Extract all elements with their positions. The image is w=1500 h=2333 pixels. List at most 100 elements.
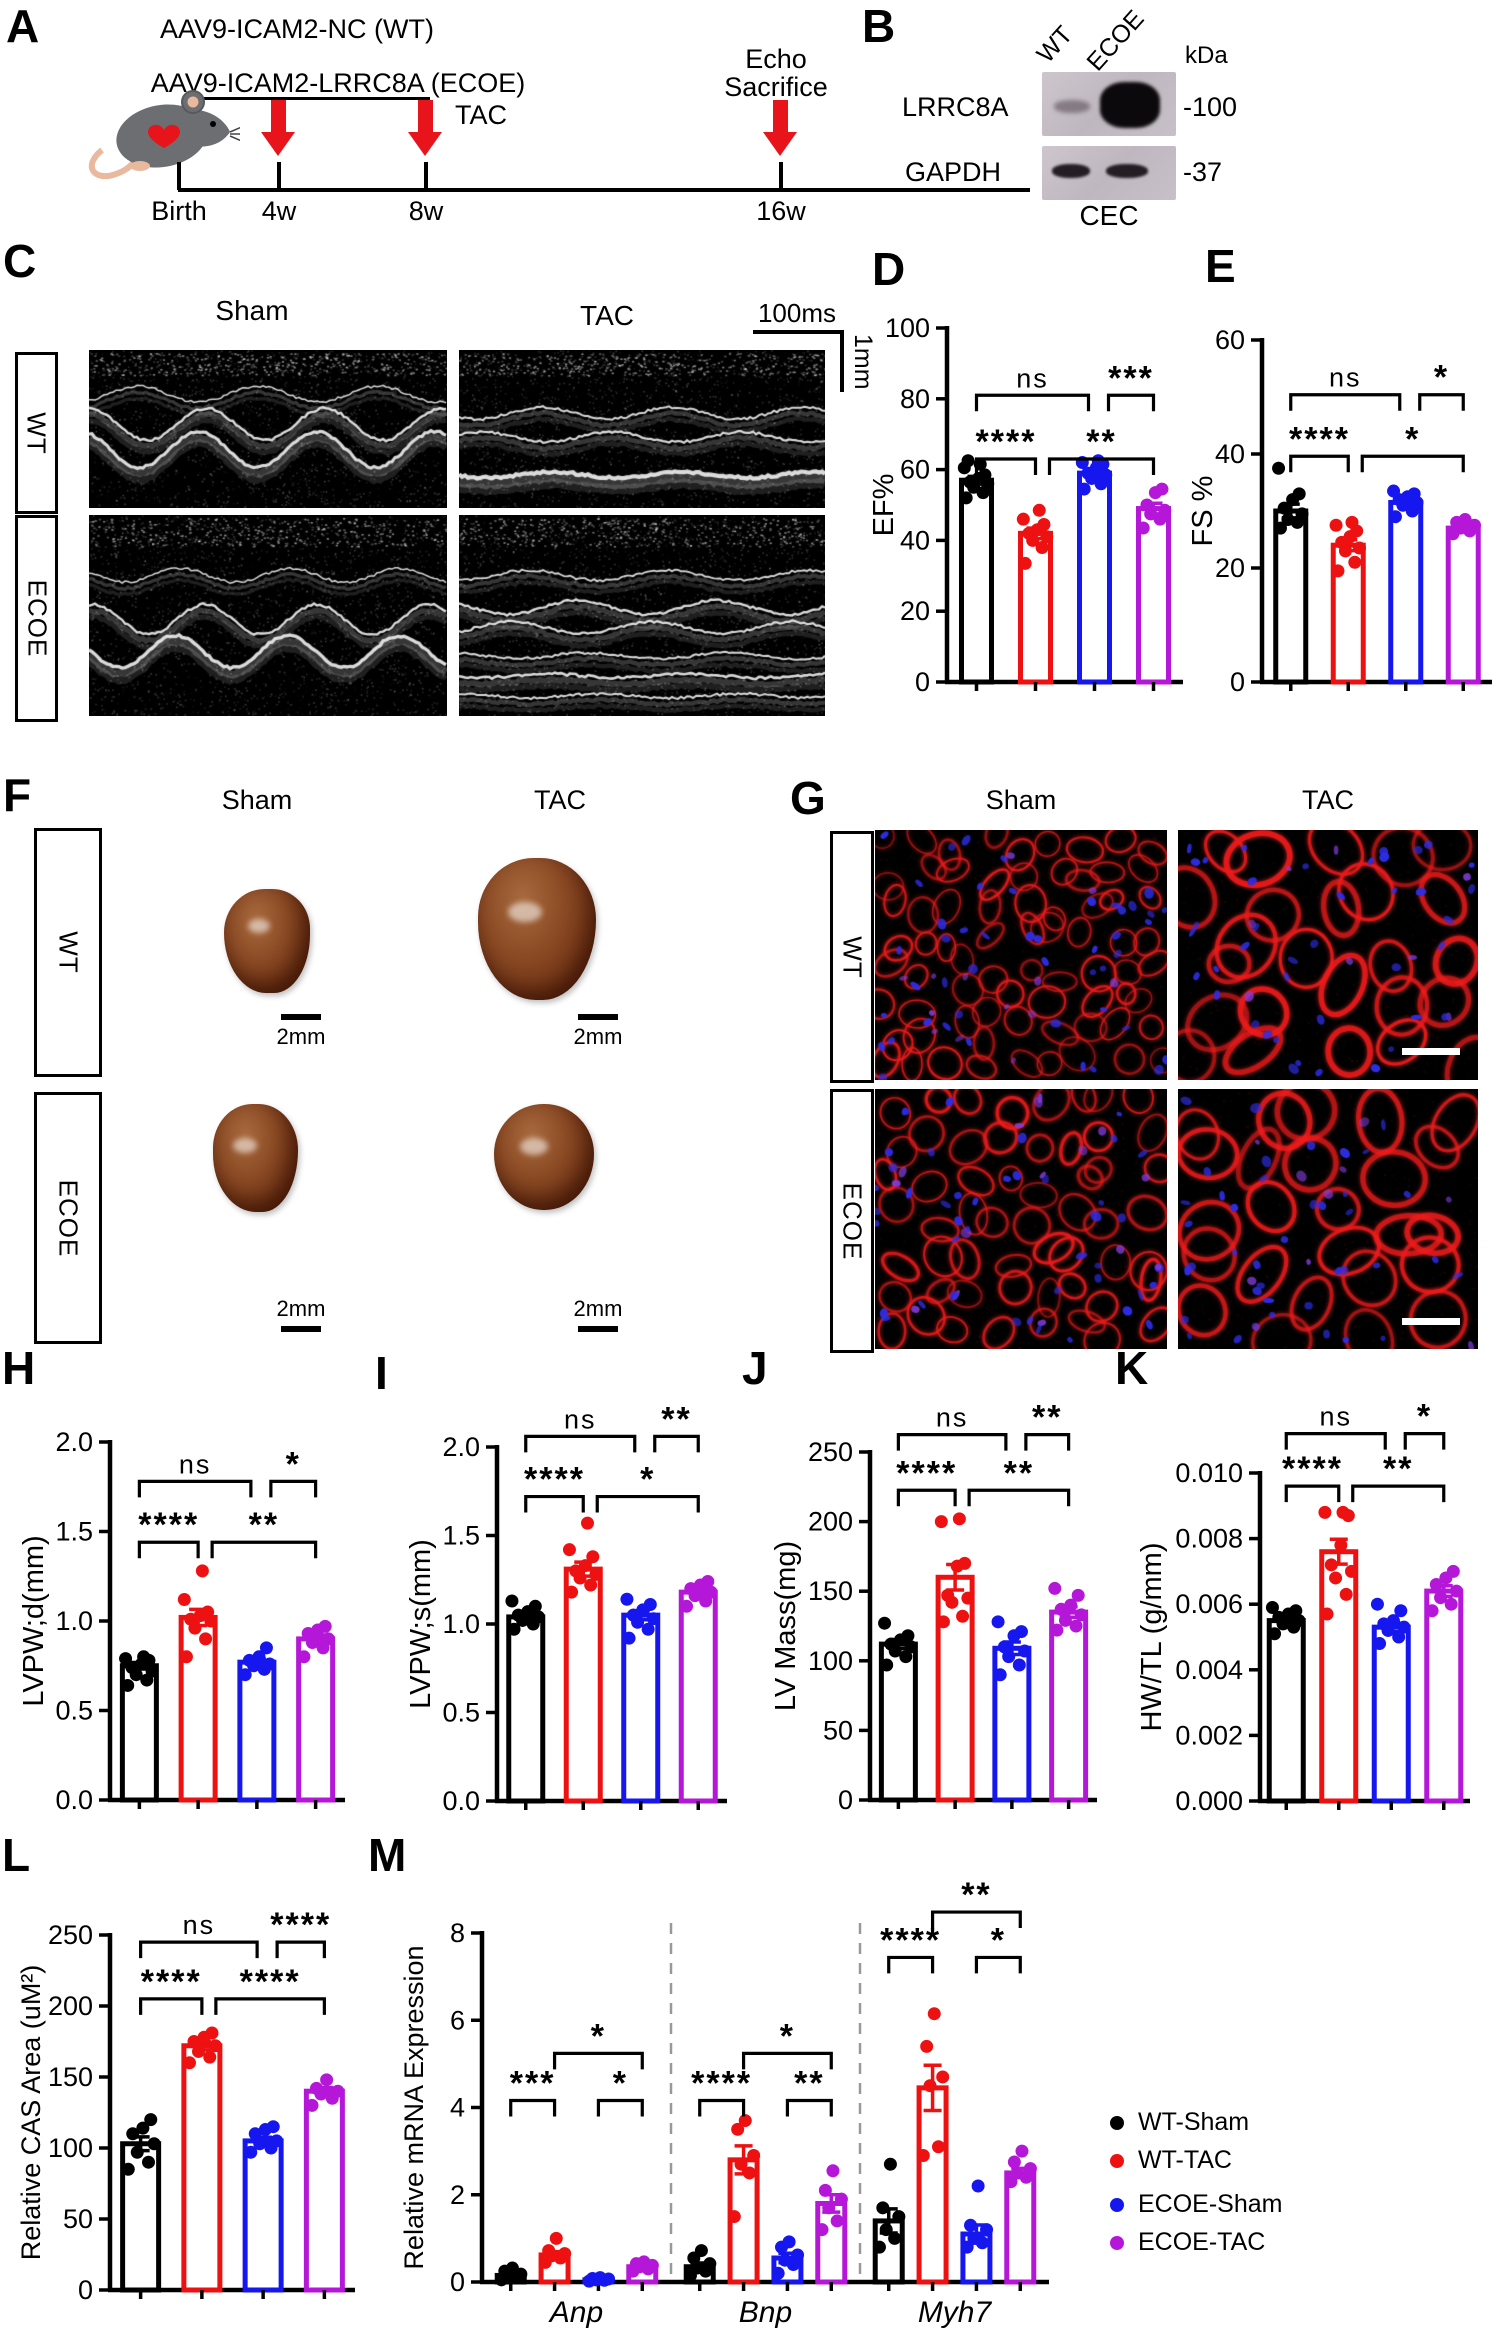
legend-item-ecoe-tac: ECOE-TAC <box>1110 2228 1265 2257</box>
timeline-tick-4w <box>277 162 281 190</box>
svg-text:*: * <box>1434 359 1449 397</box>
svg-text:**: ** <box>1086 423 1116 461</box>
legend-dot-wt-sham <box>1110 2115 1124 2130</box>
svg-text:ns: ns <box>936 1403 969 1433</box>
svg-text:Relative mRNA Expression: Relative mRNA Expression <box>399 1945 429 2269</box>
svg-text:0.000: 0.000 <box>1175 1786 1243 1816</box>
svg-text:1.5: 1.5 <box>55 1517 93 1547</box>
svg-text:*: * <box>613 2065 628 2103</box>
echo-label: Echo <box>745 44 807 74</box>
svg-text:ns: ns <box>183 1910 216 1940</box>
timeline-label-16w: 16w <box>756 196 806 226</box>
svg-text:1.0: 1.0 <box>442 1609 480 1639</box>
svg-text:0.008: 0.008 <box>1175 1524 1243 1554</box>
echo-depth-scale-label: 1mm <box>849 334 877 390</box>
echo-time-scale-bar <box>753 330 843 334</box>
svg-text:1.5: 1.5 <box>442 1521 480 1551</box>
svg-text:1.0: 1.0 <box>55 1606 93 1636</box>
heart-icon <box>148 124 180 148</box>
svg-text:****: **** <box>270 1906 331 1944</box>
svg-text:ns: ns <box>179 1449 212 1479</box>
svg-text:LVPW;s(mm): LVPW;s(mm) <box>405 1539 437 1709</box>
mouse-paw <box>130 161 150 171</box>
svg-text:**: ** <box>1004 1454 1034 1492</box>
svg-text:****: **** <box>880 1921 941 1959</box>
if-image-wt-sham <box>875 830 1167 1080</box>
legend-label-ecoe-sham: ECOE-Sham <box>1138 2190 1283 2218</box>
svg-text:40: 40 <box>1215 439 1245 469</box>
timeline-label-birth: Birth <box>151 196 207 226</box>
panel-letter-F: F <box>3 769 32 821</box>
heart-row-label-ecoe: ECOE <box>34 1092 102 1344</box>
if-col-header-sham: Sham <box>985 785 1057 815</box>
svg-text:ns: ns <box>1329 363 1362 393</box>
blot-band-ecoe-lrrc8a <box>1100 82 1160 128</box>
svg-text:50: 50 <box>823 1715 853 1745</box>
mouse-ear-inner <box>187 96 199 108</box>
svg-text:250: 250 <box>808 1437 853 1467</box>
svg-text:0.5: 0.5 <box>442 1698 480 1728</box>
svg-text:*: * <box>1405 420 1420 458</box>
svg-text:0.004: 0.004 <box>1175 1655 1243 1685</box>
svg-text:*: * <box>640 1461 655 1499</box>
sacrifice-label: Sacrifice <box>724 72 828 102</box>
panel-letter-J: J <box>742 1342 768 1394</box>
svg-text:50: 50 <box>63 2204 93 2234</box>
panel-letter-L: L <box>2 1829 31 1881</box>
panel-letter-B: B <box>862 0 896 52</box>
blot-image-gapdh <box>1042 146 1176 200</box>
tac-arrowhead-8w <box>408 132 442 156</box>
svg-text:****: **** <box>896 1454 957 1492</box>
panel-letter-K: K <box>1115 1342 1149 1394</box>
svg-text:**: ** <box>249 1506 279 1544</box>
svg-text:Myh7: Myh7 <box>918 2296 993 2329</box>
legend-label-ecoe-tac: ECOE-TAC <box>1138 2228 1266 2256</box>
panel-letter-I: I <box>375 1347 388 1399</box>
svg-text:***: *** <box>510 2065 556 2103</box>
svg-text:EF%: EF% <box>868 474 900 537</box>
svg-text:ns: ns <box>564 1404 597 1434</box>
svg-text:**: ** <box>1032 1399 1062 1437</box>
heart-col-header-tac: TAC <box>534 785 586 815</box>
tac-arrow-8w <box>418 100 433 134</box>
svg-text:6: 6 <box>450 2005 465 2035</box>
blot-protein-lrrc8a: LRRC8A <box>902 92 1009 122</box>
echo-image-ecoe-sham <box>89 515 447 716</box>
echo-row-label-ecoe: ECOE <box>15 515 58 722</box>
blot-band-ecoe-gapdh <box>1106 164 1148 178</box>
protocol-underline <box>203 97 430 100</box>
echo-col-header-tac: TAC <box>580 300 634 331</box>
mw-label-100: -100 <box>1183 92 1238 122</box>
heart-scalebar-ecoe-sham <box>281 1326 321 1332</box>
heart-scale-label-wt-sham: 2mm <box>276 1024 326 1049</box>
protocol-label-ecoe: AAV9-ICAM2-LRRC8A (ECOE) <box>150 68 526 98</box>
panel-letter-C: C <box>3 235 37 287</box>
timeline-tick-birth <box>177 162 181 190</box>
svg-text:100: 100 <box>885 313 930 343</box>
panel-letter-G: G <box>790 772 826 824</box>
svg-text:****: **** <box>691 2065 752 2103</box>
svg-text:2: 2 <box>450 2180 465 2210</box>
echo-image-wt-sham <box>89 350 447 508</box>
svg-text:ns: ns <box>1319 1402 1352 1432</box>
mouse-whiskers <box>229 126 240 142</box>
svg-text:*: * <box>991 1921 1006 1959</box>
injection-arrowhead-4w <box>261 132 295 156</box>
echo-time-scale-label: 100ms <box>757 298 837 328</box>
echo-arrow-16w <box>773 100 788 134</box>
heart-col-header-sham: Sham <box>221 785 293 815</box>
if-scalebar-ecoe-tac <box>1402 1318 1460 1325</box>
legend-label-wt-sham: WT-Sham <box>1138 2108 1250 2136</box>
protocol-label-wt: AAV9-ICAM2-NC (WT) <box>160 14 434 44</box>
svg-text:150: 150 <box>48 2062 93 2092</box>
legend-dot-ecoe-tac <box>1110 2235 1124 2250</box>
svg-text:0: 0 <box>78 2275 93 2305</box>
panel-letter-D: D <box>872 243 906 295</box>
mouse-eye <box>210 121 216 127</box>
legend-dot-ecoe-sham <box>1110 2197 1124 2212</box>
svg-text:0: 0 <box>838 1785 853 1815</box>
svg-text:0.0: 0.0 <box>442 1786 480 1816</box>
svg-text:0.002: 0.002 <box>1175 1720 1243 1750</box>
